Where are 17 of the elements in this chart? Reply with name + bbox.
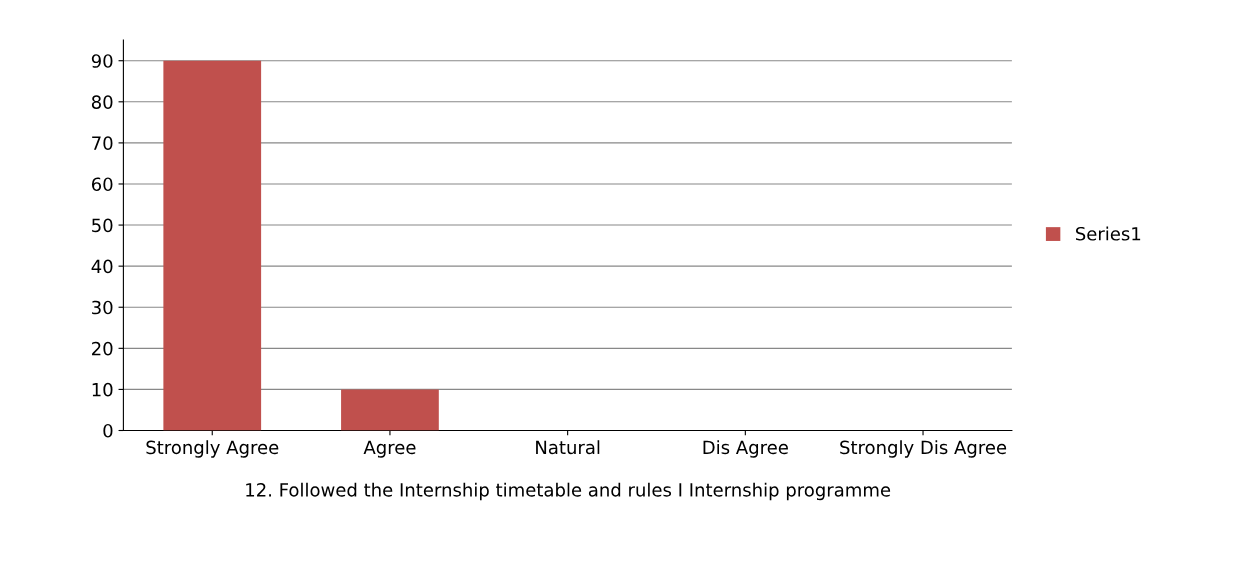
y-tick-label: 90 bbox=[91, 54, 113, 68]
y-tick-label: 40 bbox=[91, 259, 113, 274]
y-tick-label: 0 bbox=[103, 423, 113, 438]
y-tick-label: 20 bbox=[92, 341, 113, 356]
y-tick-label: 50 bbox=[92, 218, 113, 233]
x-tick-label: Natural bbox=[536, 440, 600, 455]
y-tick-label: 70 bbox=[92, 136, 113, 151]
x-tick-label: Strongly Dis Agree bbox=[840, 440, 1007, 458]
legend-label: Series1 bbox=[1075, 226, 1141, 241]
y-tick-label: 80 bbox=[91, 95, 113, 109]
x-axis-title: 12. Followed the Internship timetable and rules I Internship programme bbox=[246, 482, 891, 501]
x-tick-label: Dis Agree bbox=[703, 440, 788, 458]
y-tick-label: 10 bbox=[92, 382, 113, 397]
y-tick-label: 30 bbox=[92, 300, 113, 315]
x-tick-label: Strongly Agree bbox=[146, 440, 279, 458]
y-tick-label: 60 bbox=[91, 177, 113, 192]
x-tick-label: Agree bbox=[363, 440, 416, 458]
